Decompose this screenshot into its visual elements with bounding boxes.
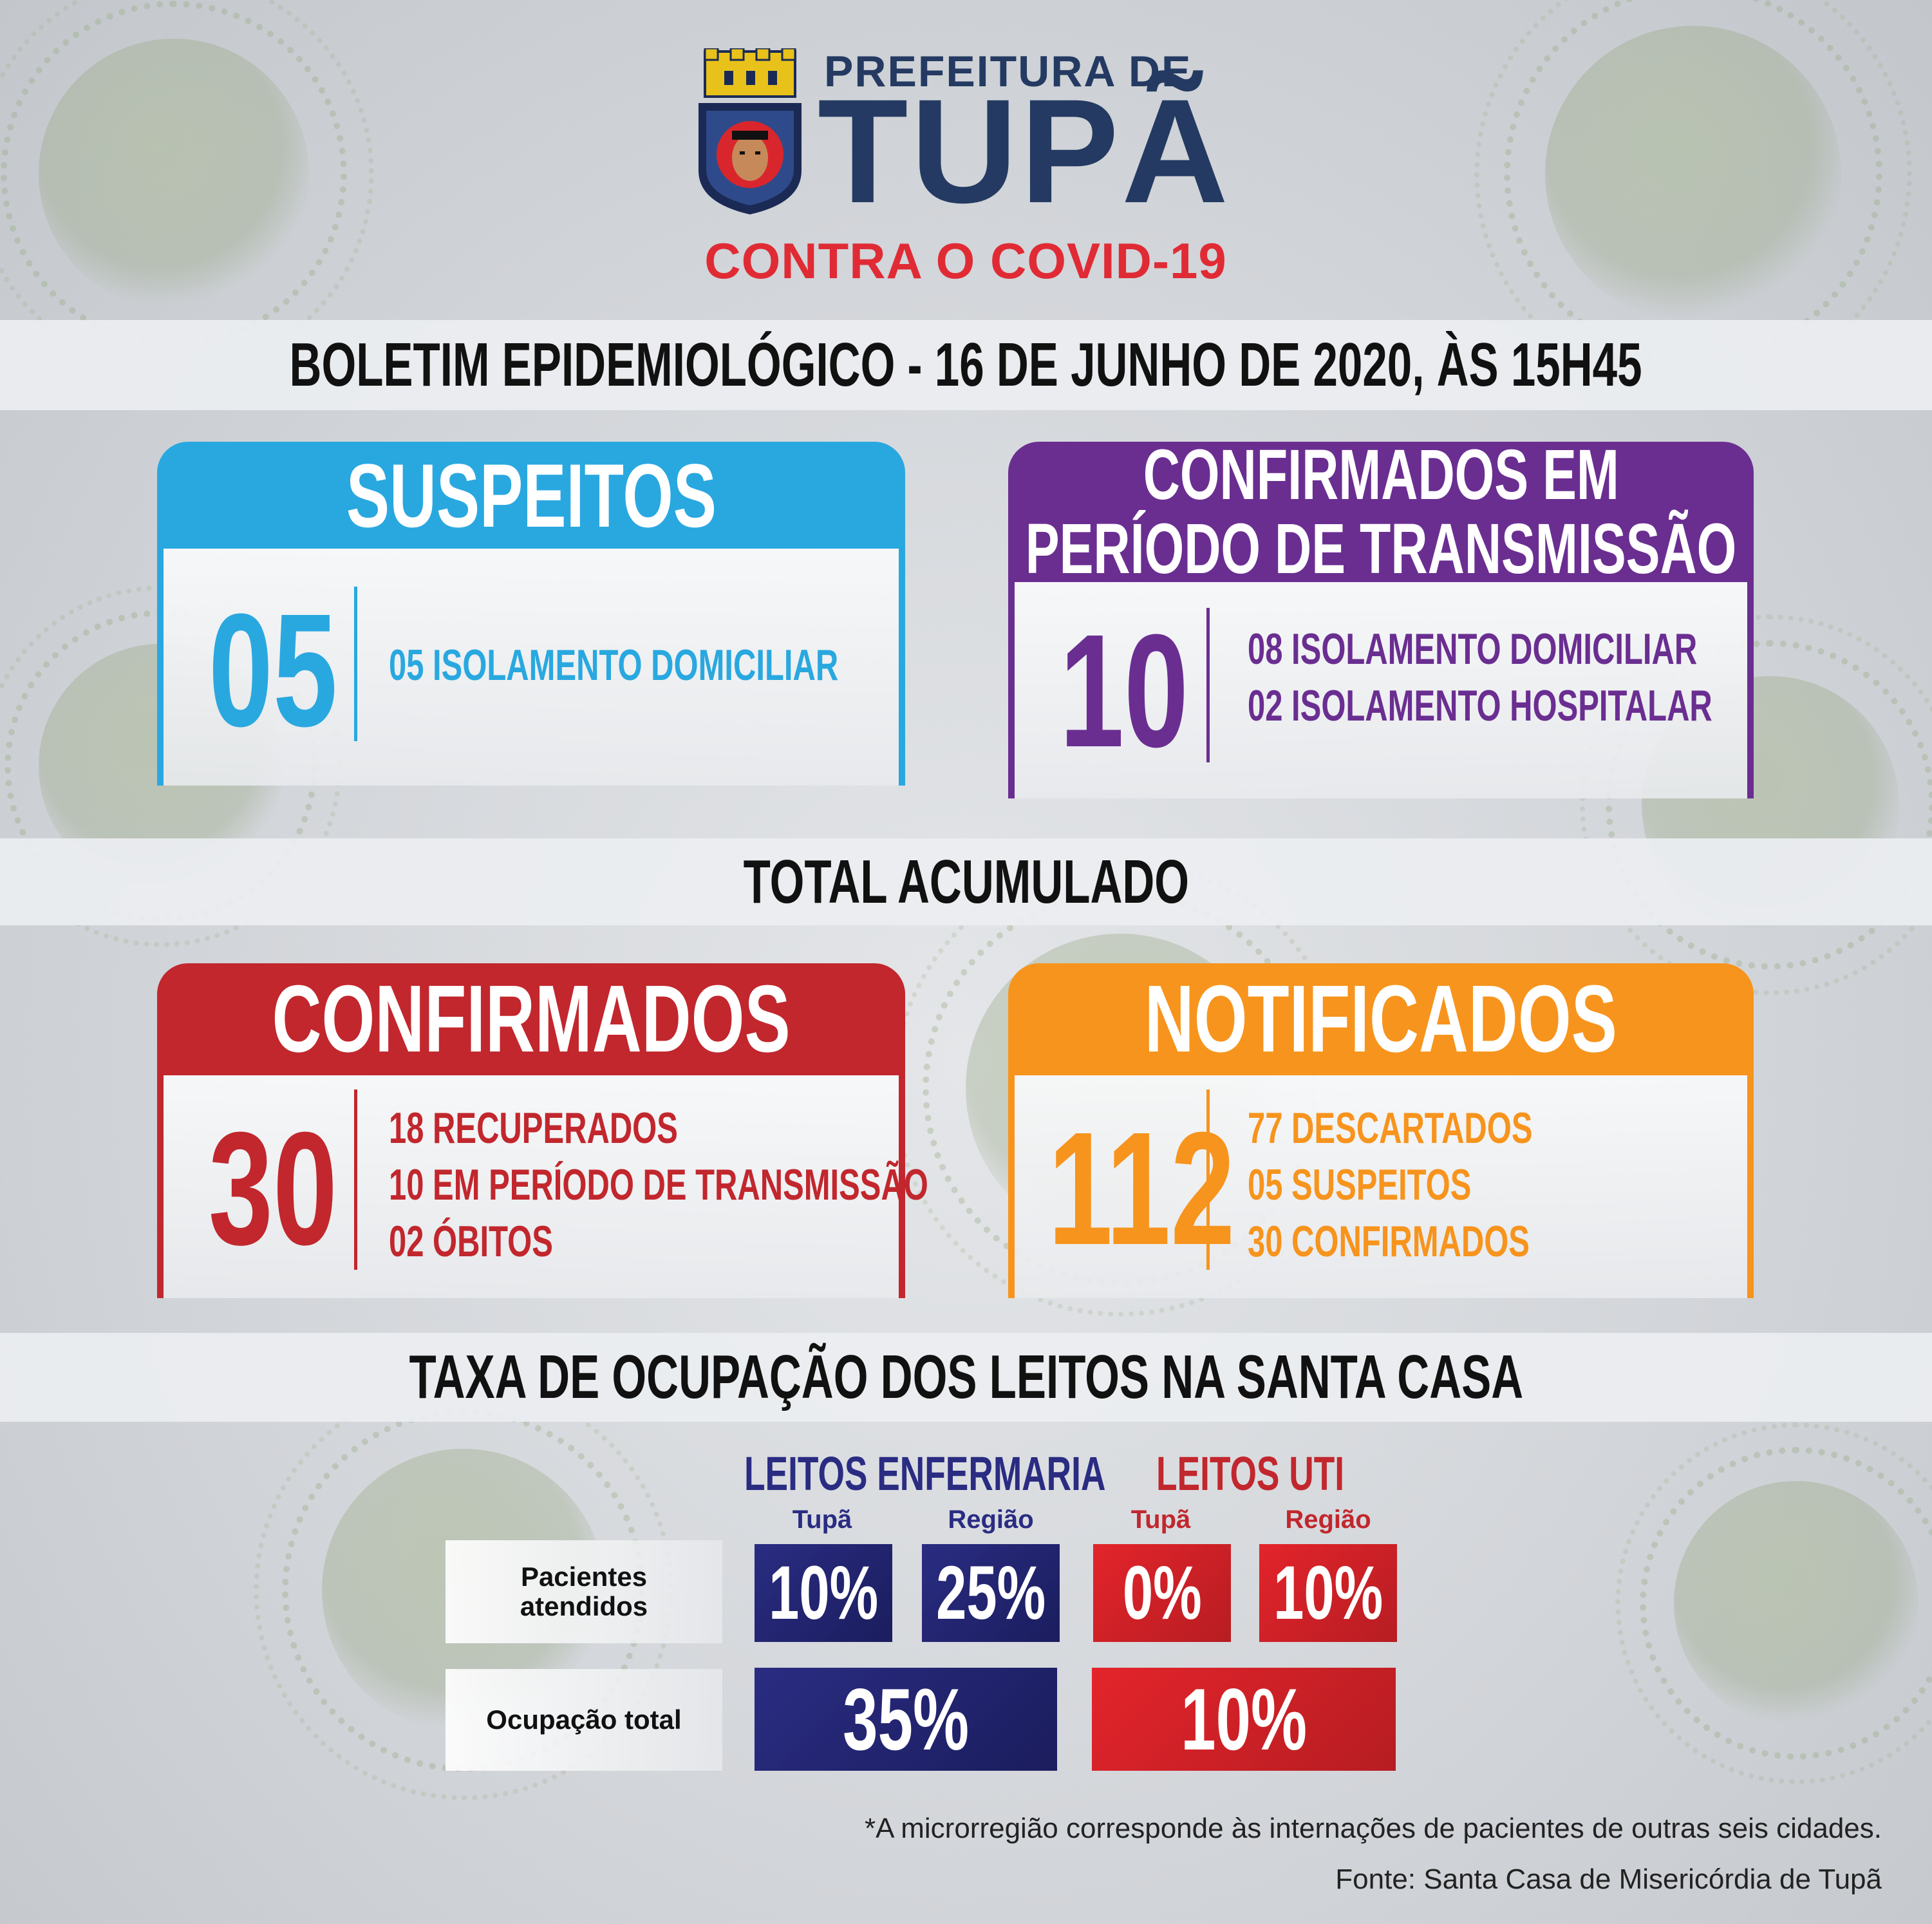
confirmados-card-body bbox=[157, 1075, 905, 1298]
confirmados-transmissao-value: 10 bbox=[1059, 601, 1189, 780]
enfermaria-heading: LEITOS ENFERMARIA bbox=[744, 1447, 1106, 1500]
notificados-lines: 77 DESCARTADOS 05 SUSPEITOS 30 CONFIRMAD… bbox=[1248, 1100, 1644, 1270]
suspeitos-value: 05 bbox=[208, 580, 338, 760]
uti-heading: LEITOS UTI bbox=[1156, 1447, 1345, 1500]
confirmados-transmissao-divider bbox=[1206, 608, 1210, 762]
total-acumulado-band: TOTAL ACUMULADO bbox=[0, 838, 1932, 925]
confirmados-card-header: CONFIRMADOS bbox=[157, 963, 905, 1075]
notificados-line: 77 DESCARTADOS bbox=[1248, 1104, 1533, 1153]
notificados-card-header: NOTIFICADOS bbox=[1008, 963, 1754, 1075]
confirmados-transmissao-lines: 08 ISOLAMENTO DOMICILIAR 02 ISOLAMENTO H… bbox=[1248, 621, 1893, 734]
confirmados-line: 18 RECUPERADOS bbox=[389, 1104, 678, 1153]
suspeitos-card: SUSPEITOS 05 05 ISOLAMENTO DOMICILIAR bbox=[157, 442, 905, 786]
suspeitos-title: SUSPEITOS bbox=[346, 444, 717, 546]
suspeitos-card-body bbox=[157, 549, 905, 786]
enfermaria-tupa-pacientes: 10% bbox=[755, 1544, 892, 1642]
suspeitos-card-header: SUSPEITOS bbox=[157, 442, 905, 549]
confirmados-lines: 18 RECUPERADOS 10 EM PERÍODO DE TRANSMIS… bbox=[389, 1100, 1138, 1270]
city-crest-icon bbox=[699, 48, 802, 214]
uti-regiao-pacientes: 10% bbox=[1259, 1544, 1397, 1642]
notificados-divider bbox=[1206, 1089, 1210, 1270]
enfermaria-regiao-pacientes: 25% bbox=[922, 1544, 1060, 1642]
uti-tupa-header: Tupã bbox=[1130, 1505, 1191, 1534]
virus-decoration bbox=[0, 0, 374, 374]
row-label-ocupacao: Ocupação total bbox=[445, 1669, 722, 1771]
notificados-line: 30 CONFIRMADOS bbox=[1248, 1217, 1530, 1266]
row-label-pacientes: Pacientes atendidos bbox=[445, 1540, 722, 1643]
confirmados-transmissao-line: 08 ISOLAMENTO DOMICILIAR bbox=[1248, 625, 1698, 674]
confirmados-title: CONFIRMADOS bbox=[272, 966, 791, 1073]
header: PREFEITURA DE TUPÃ CONTRA O COVID-19 bbox=[0, 0, 1932, 303]
notificados-value: 112 bbox=[1048, 1099, 1235, 1278]
notificados-title: NOTIFICADOS bbox=[1144, 966, 1618, 1073]
bulletin-title: BOLETIM EPIDEMIOLÓGICO - 16 DE JUNHO DE … bbox=[289, 330, 1643, 399]
confirmados-line: 02 ÓBITOS bbox=[389, 1217, 553, 1266]
notificados-line: 05 SUSPEITOS bbox=[1248, 1160, 1472, 1209]
source-note: Fonte: Santa Casa de Misericórdia de Tup… bbox=[1335, 1863, 1882, 1895]
enfermaria-regiao-header: Região bbox=[948, 1505, 1034, 1534]
confirmados-transmissao-body bbox=[1008, 582, 1754, 798]
confirmados-transmissao-header: CONFIRMADOS EM PERÍODO DE TRANSMISSÃO bbox=[1008, 437, 1754, 586]
confirmados-transmissao-card: CONFIRMADOS EM PERÍODO DE TRANSMISSÃO 10… bbox=[1008, 437, 1754, 798]
brand-top-text: PREFEITURA DE bbox=[824, 47, 1192, 96]
confirmados-transmissao-title-line1: CONFIRMADOS EM bbox=[1143, 435, 1619, 514]
brand-main-text: TUPÃ bbox=[818, 68, 1232, 234]
brand-subtitle: CONTRA O COVID-19 bbox=[704, 232, 1227, 289]
confirmados-transmissao-title-line2: PERÍODO DE TRANSMISSÃO bbox=[1025, 509, 1737, 589]
confirmados-line: 10 EM PERÍODO DE TRANSMISSÃO bbox=[389, 1160, 928, 1209]
notificados-card-body bbox=[1008, 1075, 1754, 1298]
confirmados-card: CONFIRMADOS 30 18 RECUPERADOS 10 EM PERÍ… bbox=[157, 963, 928, 1298]
ocupacao-band: TAXA DE OCUPAÇÃO DOS LEITOS NA SANTA CAS… bbox=[0, 1333, 1932, 1422]
bulletin-title-band: BOLETIM EPIDEMIOLÓGICO - 16 DE JUNHO DE … bbox=[0, 320, 1932, 410]
enfermaria-tupa-header: Tupã bbox=[792, 1505, 852, 1534]
confirmados-divider bbox=[354, 1089, 357, 1270]
uti-regiao-header: Região bbox=[1285, 1505, 1371, 1534]
notificados-card: NOTIFICADOS 112 77 DESCARTADOS 05 SUSPEI… bbox=[1008, 963, 1754, 1298]
confirmados-value: 30 bbox=[208, 1099, 338, 1278]
total-acumulado-heading: TOTAL ACUMULADO bbox=[743, 847, 1189, 916]
uti-ocupacao-total: 10% bbox=[1092, 1668, 1396, 1771]
uti-tupa-pacientes: 0% bbox=[1093, 1544, 1231, 1642]
suspeitos-lines: 05 ISOLAMENTO DOMICILIAR bbox=[389, 640, 1013, 690]
suspeitos-line: 05 ISOLAMENTO DOMICILIAR bbox=[389, 641, 839, 690]
suspeitos-divider bbox=[354, 587, 357, 741]
footnote: *A microrregião corresponde às internaçõ… bbox=[864, 1813, 1882, 1844]
ocupacao-heading: TAXA DE OCUPAÇÃO DOS LEITOS NA SANTA CAS… bbox=[409, 1343, 1523, 1411]
enfermaria-ocupacao-total: 35% bbox=[755, 1668, 1057, 1771]
virus-decoration bbox=[1615, 1422, 1932, 1785]
confirmados-transmissao-line: 02 ISOLAMENTO HOSPITALAR bbox=[1248, 681, 1712, 730]
